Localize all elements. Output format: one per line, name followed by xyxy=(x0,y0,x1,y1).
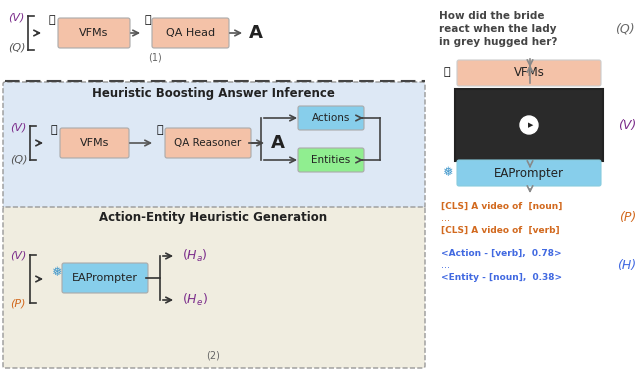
Text: ...: ... xyxy=(441,213,450,223)
Text: 🔥: 🔥 xyxy=(444,67,451,77)
Text: [CLS] A video of  [noun]: [CLS] A video of [noun] xyxy=(441,202,563,211)
Text: Entities: Entities xyxy=(312,155,351,165)
Text: (V): (V) xyxy=(10,251,26,261)
FancyBboxPatch shape xyxy=(3,82,425,208)
Text: QA Reasoner: QA Reasoner xyxy=(174,138,242,148)
Text: in grey hugged her?: in grey hugged her? xyxy=(439,37,557,47)
Text: ❅: ❅ xyxy=(51,267,61,279)
Text: ...: ... xyxy=(441,260,450,270)
Text: (H): (H) xyxy=(617,259,636,271)
Text: <Entity - [noun],  0.38>: <Entity - [noun], 0.38> xyxy=(441,273,562,282)
Text: (1): (1) xyxy=(148,52,162,62)
Text: (Q): (Q) xyxy=(8,42,26,52)
FancyBboxPatch shape xyxy=(58,18,130,48)
Text: ❅: ❅ xyxy=(442,167,452,179)
Text: ▶: ▶ xyxy=(528,122,533,128)
Circle shape xyxy=(520,116,538,134)
Text: <Action - [verb],  0.78>: <Action - [verb], 0.78> xyxy=(441,249,562,258)
Text: VFMs: VFMs xyxy=(79,28,109,38)
Text: 🔥: 🔥 xyxy=(51,125,58,135)
Text: (V): (V) xyxy=(10,122,26,132)
Text: react when the lady: react when the lady xyxy=(439,24,557,34)
Text: 🔥: 🔥 xyxy=(157,125,163,135)
Text: 🔥: 🔥 xyxy=(49,15,55,25)
Text: How did the bride: How did the bride xyxy=(439,11,545,21)
Text: Actions: Actions xyxy=(312,113,350,123)
Text: EAPrompter: EAPrompter xyxy=(494,167,564,179)
Text: 🔥: 🔥 xyxy=(145,15,151,25)
Text: $(H_a)$: $(H_a)$ xyxy=(182,248,208,264)
Text: [CLS] A video of  [verb]: [CLS] A video of [verb] xyxy=(441,226,559,235)
Text: A: A xyxy=(249,24,263,42)
Text: (V): (V) xyxy=(618,120,636,132)
FancyBboxPatch shape xyxy=(60,128,129,158)
Bar xyxy=(455,89,603,161)
FancyBboxPatch shape xyxy=(165,128,251,158)
Text: (Q): (Q) xyxy=(10,154,28,164)
Text: QA Head: QA Head xyxy=(166,28,215,38)
Text: Action-Entity Heuristic Generation: Action-Entity Heuristic Generation xyxy=(99,211,327,224)
FancyBboxPatch shape xyxy=(298,106,364,130)
Text: A: A xyxy=(271,134,285,152)
Text: (2): (2) xyxy=(206,350,220,360)
Text: EAPrompter: EAPrompter xyxy=(72,273,138,283)
Text: (P): (P) xyxy=(10,298,26,308)
Text: VFMs: VFMs xyxy=(80,138,109,148)
FancyBboxPatch shape xyxy=(152,18,229,48)
Text: (V): (V) xyxy=(8,12,24,22)
FancyBboxPatch shape xyxy=(298,148,364,172)
Text: (P): (P) xyxy=(619,211,636,224)
Text: $(H_e)$: $(H_e)$ xyxy=(182,292,208,308)
Text: (Q): (Q) xyxy=(616,23,635,35)
Text: VFMs: VFMs xyxy=(513,67,545,79)
FancyBboxPatch shape xyxy=(3,207,425,368)
FancyBboxPatch shape xyxy=(62,263,148,293)
FancyBboxPatch shape xyxy=(457,160,601,186)
Text: Heuristic Boosting Answer Inference: Heuristic Boosting Answer Inference xyxy=(92,86,335,100)
FancyBboxPatch shape xyxy=(457,60,601,86)
